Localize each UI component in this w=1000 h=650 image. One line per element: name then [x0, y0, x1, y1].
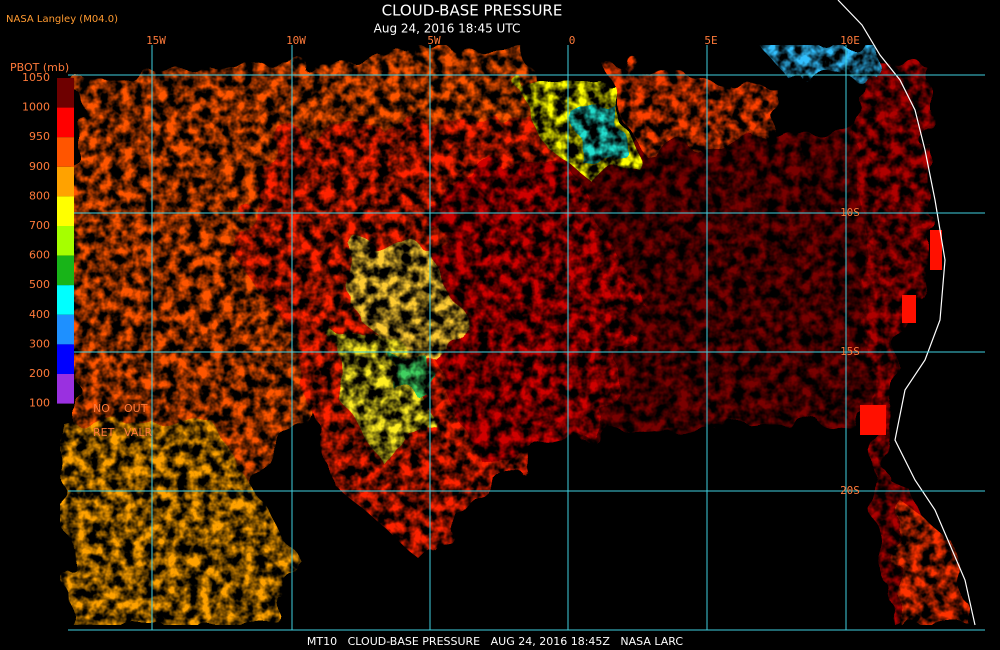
- latitude-label: 20S: [840, 484, 860, 497]
- cloud-patch: [860, 405, 886, 435]
- colorbar-tick-label: 200: [29, 367, 50, 380]
- colorbar-tick-label: 100: [29, 397, 50, 410]
- colorbar-tick-label: 300: [29, 337, 50, 350]
- footer: MT10 CLOUD-BASE PRESSURE AUG 24, 2016 18…: [307, 635, 683, 648]
- colorbar-segment: [57, 255, 74, 286]
- colorbar-tick-label: 1000: [22, 101, 50, 114]
- longitude-label: 5W: [427, 34, 441, 47]
- longitude-label: 15W: [146, 34, 166, 47]
- colorbar-note: NO: [93, 402, 110, 415]
- colorbar-tick-label: 800: [29, 189, 50, 202]
- latitude-label: 15S: [840, 345, 860, 358]
- colorbar-segment: [57, 314, 74, 345]
- subtitle: Aug 24, 2016 18:45 UTC: [374, 22, 521, 36]
- colorbar-label: PBOT (mb): [10, 61, 69, 74]
- colorbar-segment: [57, 166, 74, 197]
- longitude-label: 10W: [286, 34, 306, 47]
- colorbar-segment: [57, 344, 74, 374]
- colorbar-tick-label: 400: [29, 308, 50, 321]
- latitude-label: 10S: [840, 206, 860, 219]
- colorbar-segment: [57, 226, 74, 256]
- cloud-patch: [902, 295, 916, 323]
- colorbar-note: RET: [93, 426, 115, 439]
- colorbar-note: VALR: [124, 426, 152, 439]
- coastline: [837, 0, 976, 626]
- colorbar-segment: [57, 137, 74, 167]
- colorbar-segment: [57, 196, 74, 226]
- colorbar-tick-label: 950: [29, 130, 50, 143]
- longitude-label: 10E: [840, 34, 860, 47]
- colorbar-segment: [57, 107, 74, 138]
- longitude-label: 0: [569, 34, 576, 47]
- colorbar-tick-label: 700: [29, 219, 50, 232]
- colorbar-segment: [57, 78, 74, 108]
- colorbar: 1050 1000 950 900 800 700 600 500 400 300 200 100: [22, 71, 74, 410]
- colorbar-tick-label: 500: [29, 278, 50, 291]
- longitude-label: 5E: [704, 34, 717, 47]
- cloud-patch: [930, 230, 942, 270]
- colorbar-tick-label: 1050: [22, 71, 50, 84]
- colorbar-tick-label: 600: [29, 249, 50, 262]
- source: NASA Langley (M04.0): [6, 14, 118, 25]
- colorbar-tick-label: 900: [29, 160, 50, 173]
- graticule: 15W 10W 5W 0 5E 10E 10S 15S 20S: [68, 34, 985, 631]
- cloud-field: [60, 45, 970, 625]
- colorbar-note: OUT: [124, 402, 148, 415]
- title: CLOUD-BASE PRESSURE: [382, 2, 563, 20]
- colorbar-segment: [57, 285, 74, 315]
- colorbar-segment: [57, 374, 74, 404]
